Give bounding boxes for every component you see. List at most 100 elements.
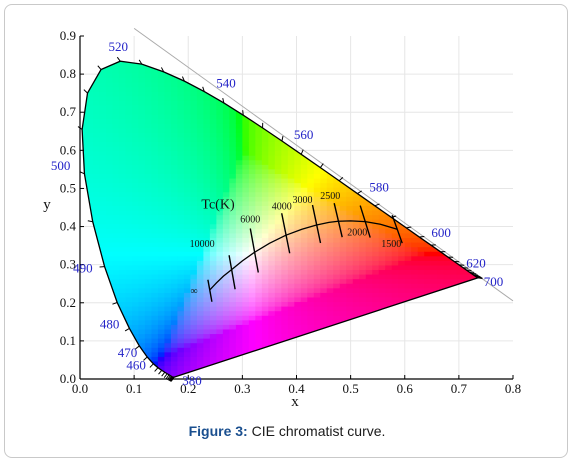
color-cell (300, 90, 309, 97)
color-cell (391, 186, 400, 193)
color-cell (339, 241, 348, 248)
color-cell (281, 164, 289, 170)
color-cell (255, 182, 263, 188)
color-cell (281, 86, 289, 92)
color-cell (222, 351, 231, 357)
color-cell (307, 356, 315, 362)
color-cell (190, 118, 198, 124)
color-cell (456, 86, 465, 92)
color-cell (242, 319, 250, 325)
color-cell (307, 191, 315, 197)
color-cell (378, 333, 387, 339)
color-cell (274, 145, 283, 152)
color-cell (483, 352, 490, 357)
color-cell (483, 333, 490, 338)
color-cell (456, 292, 465, 298)
color-cell (131, 241, 140, 248)
color-cell (469, 369, 477, 376)
color-cell (170, 292, 179, 298)
color-cell (196, 310, 205, 316)
color-cell (248, 182, 257, 188)
color-cell (229, 132, 237, 138)
color-cell (255, 214, 263, 220)
color-cell (157, 136, 166, 142)
color-cell (359, 369, 367, 376)
color-cell (92, 250, 101, 257)
color-cell (164, 260, 172, 266)
color-cell (183, 150, 192, 156)
color-cell (144, 301, 153, 307)
color-cell (352, 287, 361, 293)
color-cell (203, 296, 211, 303)
color-cell (183, 168, 192, 174)
color-cell (411, 191, 419, 197)
color-cell (99, 278, 107, 284)
color-cell (138, 269, 146, 275)
color-cell (125, 72, 133, 78)
color-cell (489, 137, 496, 142)
color-cell (483, 201, 490, 206)
color-cell (196, 141, 205, 147)
color-cell (274, 141, 283, 147)
x-tick-label: 0.1 (126, 381, 142, 396)
color-cell (300, 100, 309, 106)
color-cell (82, 369, 88, 376)
color-cell (190, 232, 198, 239)
color-cell (287, 191, 296, 197)
color-cell (411, 301, 419, 307)
color-cell (261, 296, 270, 303)
color-cell (203, 61, 211, 65)
color-cell (340, 50, 347, 55)
color-cell (333, 81, 341, 88)
color-cell (378, 159, 387, 165)
color-cell (359, 136, 367, 142)
color-cell (359, 260, 367, 266)
color-cell (313, 301, 322, 307)
color-cell (235, 342, 244, 348)
color-cell (391, 241, 400, 248)
color-cell (307, 104, 315, 110)
color-cell (151, 237, 159, 243)
color-cell (262, 50, 269, 55)
color-cell (82, 360, 88, 367)
color-cell (99, 342, 107, 348)
color-cell (138, 333, 146, 339)
color-cell (268, 278, 276, 284)
color-cell (86, 136, 94, 142)
color-cell (430, 296, 439, 303)
color-cell (274, 118, 283, 124)
color-cell (144, 264, 153, 271)
color-cell (424, 54, 431, 59)
color-cell (398, 287, 406, 293)
color-cell (274, 159, 283, 165)
color-cell (385, 292, 393, 298)
color-cell (216, 63, 224, 69)
color-cell (170, 186, 179, 193)
color-cell (365, 223, 374, 229)
color-cell (190, 360, 198, 367)
color-cell (99, 209, 107, 216)
color-cell (86, 360, 94, 367)
color-cell (92, 100, 101, 106)
color-cell (385, 250, 393, 257)
color-cell (352, 264, 361, 271)
color-cell (346, 218, 354, 225)
color-cell (99, 333, 107, 339)
color-cell (483, 123, 490, 128)
color-cell (151, 109, 159, 115)
color-cell (209, 136, 218, 142)
color-cell (125, 314, 133, 321)
color-cell (391, 86, 400, 92)
color-cell (398, 241, 406, 248)
color-cell (268, 333, 276, 339)
color-cell (483, 164, 490, 169)
color-cell (203, 232, 211, 239)
color-cell (417, 356, 426, 362)
color-cell (190, 296, 198, 303)
color-cell (476, 351, 478, 357)
color-cell (437, 218, 445, 225)
color-cell (346, 328, 354, 335)
color-cell (138, 50, 145, 55)
color-cell (417, 351, 426, 357)
color-cell (157, 228, 166, 234)
